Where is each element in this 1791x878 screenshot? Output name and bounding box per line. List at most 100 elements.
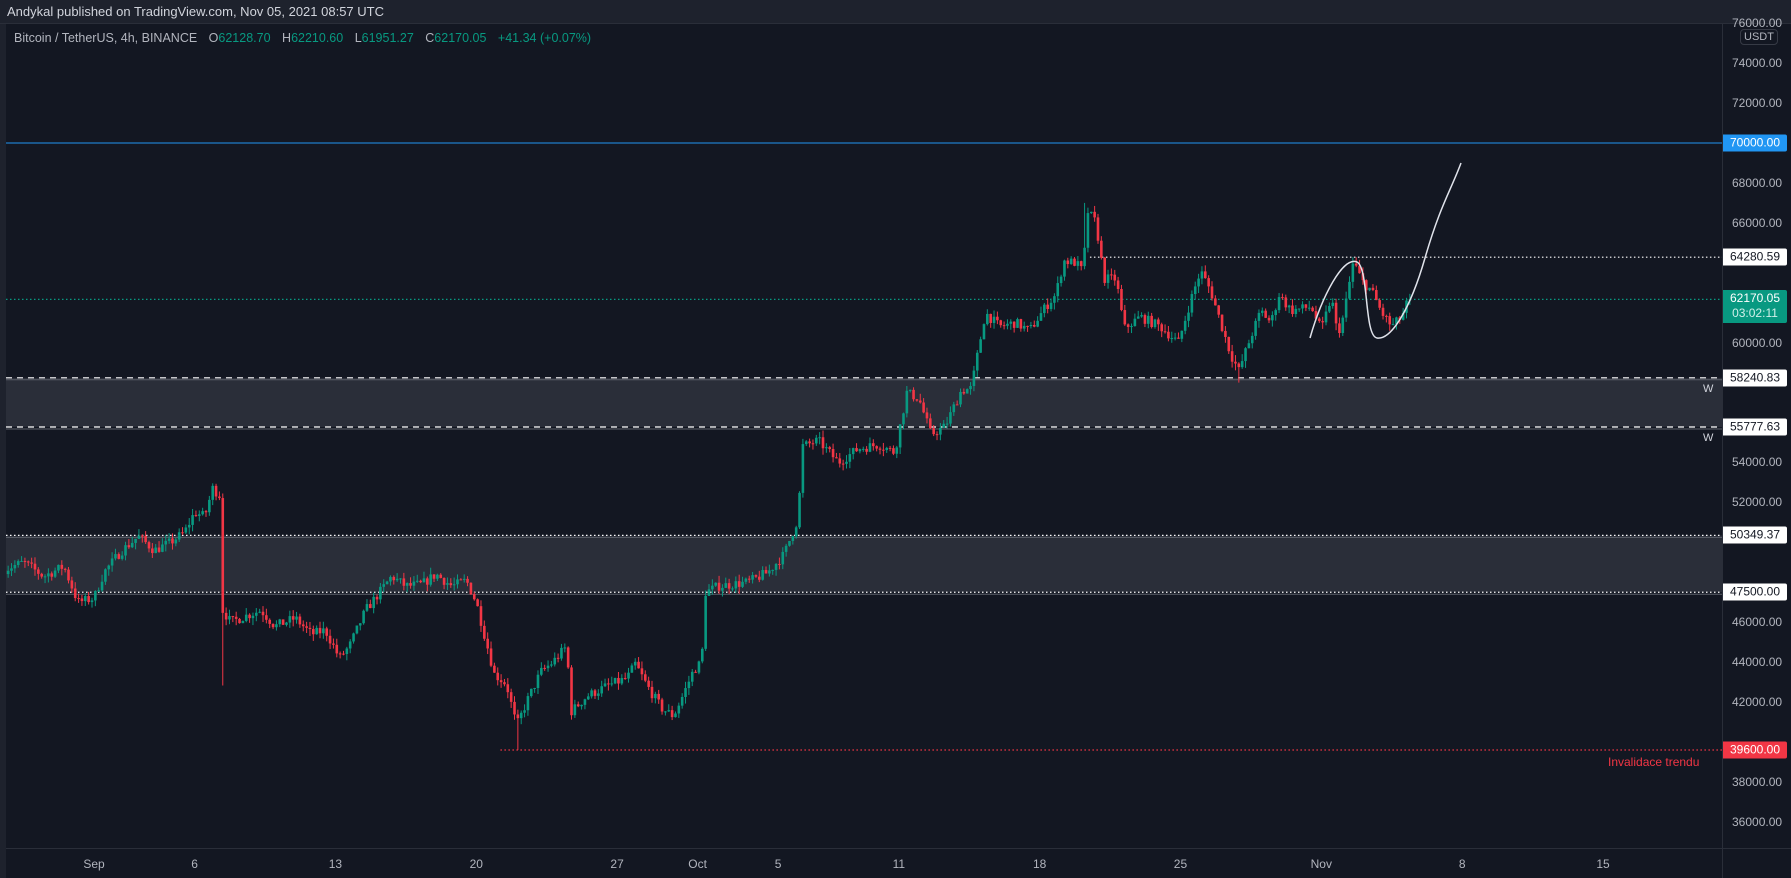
candle xyxy=(110,552,114,572)
candle-body xyxy=(781,551,785,565)
candle xyxy=(184,524,188,534)
candle xyxy=(875,445,878,452)
candle-body xyxy=(882,449,885,451)
candle-body xyxy=(281,619,285,625)
candle xyxy=(1177,332,1180,339)
candle-body xyxy=(915,399,919,401)
candle xyxy=(459,578,463,581)
candle xyxy=(466,576,469,587)
candle xyxy=(972,365,976,392)
candle-body xyxy=(597,693,600,696)
candle xyxy=(90,597,94,608)
candle xyxy=(771,569,775,575)
candle-body xyxy=(734,581,738,589)
candle-body xyxy=(328,635,332,644)
candle xyxy=(80,594,84,606)
candle xyxy=(419,579,422,584)
candle xyxy=(221,493,225,686)
candle xyxy=(1207,275,1210,293)
candle-body xyxy=(536,674,540,689)
candle-body xyxy=(1180,330,1184,339)
candle xyxy=(764,566,768,574)
candle-body xyxy=(637,661,640,669)
candle xyxy=(821,430,825,455)
support-zone[interactable] xyxy=(6,535,1722,593)
candle xyxy=(640,661,644,681)
candle-body xyxy=(184,527,188,533)
price-tick: 38000.00 xyxy=(1732,774,1783,789)
candle xyxy=(590,688,593,699)
candle xyxy=(1093,205,1096,222)
candle xyxy=(194,510,198,517)
candle xyxy=(942,420,946,428)
symbol-name[interactable]: Bitcoin / TetherUS, 4h, BINANCE xyxy=(14,31,198,45)
candle xyxy=(690,669,694,687)
candle-body xyxy=(1261,310,1264,313)
candle xyxy=(305,621,308,633)
low-label: L xyxy=(354,31,362,45)
candle-body xyxy=(1130,326,1133,328)
candle xyxy=(312,625,315,641)
candle xyxy=(570,665,573,720)
candle-body xyxy=(1244,348,1247,362)
candle xyxy=(815,434,818,446)
candle xyxy=(1234,355,1237,371)
candle xyxy=(1287,304,1291,314)
candle xyxy=(553,652,557,667)
candle xyxy=(251,612,255,626)
candle-body xyxy=(426,578,429,585)
candle xyxy=(684,681,687,704)
candle-body xyxy=(446,583,449,585)
candle-body xyxy=(503,682,506,685)
candle-body xyxy=(1217,305,1221,315)
currency-badge[interactable]: USDT xyxy=(1740,29,1778,45)
candle-body xyxy=(83,596,87,602)
candle xyxy=(382,579,386,592)
candle-body xyxy=(301,624,305,627)
close-value: 62170.05 xyxy=(434,31,487,45)
candle xyxy=(831,443,835,463)
candle xyxy=(181,527,184,535)
candle-body xyxy=(1271,315,1274,321)
candle xyxy=(536,670,540,694)
candle xyxy=(1083,202,1086,270)
candle-body xyxy=(466,578,469,583)
invalidation-line-price-label: 39600.00 xyxy=(1723,741,1787,759)
candle-body xyxy=(1036,320,1039,327)
candle-body xyxy=(955,404,959,406)
candle-body xyxy=(1395,317,1398,324)
candle-body xyxy=(590,690,593,697)
candle-body xyxy=(727,583,731,589)
candle-body xyxy=(251,615,255,619)
candle xyxy=(801,438,805,498)
candle-body xyxy=(764,570,768,574)
candle xyxy=(1371,284,1375,292)
candle-body xyxy=(932,428,935,435)
candle-body xyxy=(1150,315,1153,328)
candle-body xyxy=(429,574,432,585)
candle xyxy=(483,620,486,641)
candle-body xyxy=(1066,260,1070,265)
candle-body xyxy=(660,699,664,712)
candle-body xyxy=(67,569,70,581)
candle-body xyxy=(476,599,479,607)
candle xyxy=(878,446,882,455)
candle xyxy=(633,658,637,670)
candle-body xyxy=(1200,271,1204,279)
candle xyxy=(603,678,607,688)
candle-body xyxy=(312,629,315,635)
candle xyxy=(774,563,778,576)
candle xyxy=(392,575,396,585)
candle-body xyxy=(1016,319,1019,328)
candle-body xyxy=(865,448,868,452)
candle-body xyxy=(902,413,905,425)
candle-body xyxy=(234,616,238,619)
weekly-zone[interactable] xyxy=(6,377,1722,427)
candle xyxy=(100,574,104,592)
candle xyxy=(563,643,567,653)
candle-body xyxy=(700,648,704,662)
candle-body xyxy=(1368,287,1371,291)
candle-body xyxy=(1284,297,1288,308)
candle xyxy=(761,566,764,581)
